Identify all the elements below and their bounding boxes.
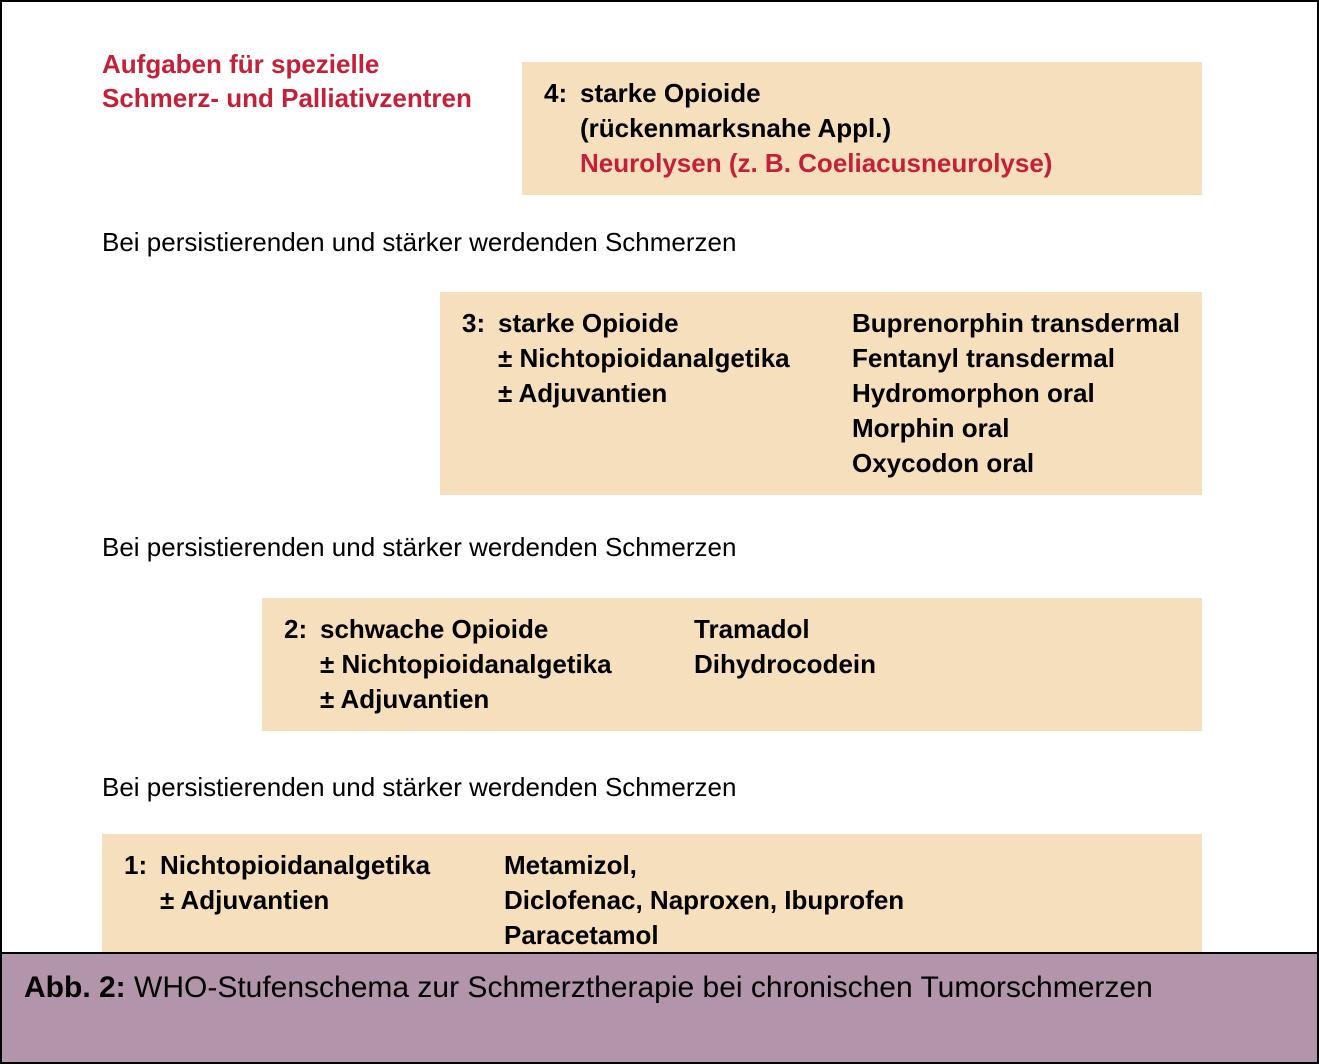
- step-1-title: Nichtopioidanalgetika: [160, 848, 430, 883]
- step-1-number: 1:: [124, 848, 160, 883]
- step-2-box: 2: schwache Opioide ± Nichtopioidanalget…: [262, 598, 1202, 731]
- caption-label: Abb. 2:: [24, 971, 126, 1004]
- interline-1-2: Bei persistierenden und stärker werdende…: [102, 772, 736, 803]
- special-tasks-line1: Aufgaben für spezielle: [102, 48, 472, 82]
- step-2-sub1: ± Nichtopioidanalgetika: [284, 647, 644, 682]
- step-1-examples: Metamizol, Diclofenac, Naproxen, Ibuprof…: [504, 848, 904, 953]
- step-4-sub1: (rückenmarksnahe Appl.): [544, 111, 1180, 146]
- step-3-box: 3: starke Opioide ± Nichtopioidanalgetik…: [440, 292, 1202, 495]
- step-3-example: Buprenorphin transdermal: [852, 306, 1180, 341]
- step-2-title: schwache Opioide: [320, 612, 548, 647]
- step-2-number: 2:: [284, 612, 320, 647]
- step-2-sub2: ± Adjuvantien: [284, 682, 644, 717]
- caption-text: WHO-Stufenschema zur Schmerztherapie bei…: [126, 971, 1153, 1004]
- step-1-example: Metamizol,: [504, 848, 904, 883]
- special-tasks-heading: Aufgaben für spezielle Schmerz- und Pall…: [102, 48, 472, 116]
- step-3-example: Fentanyl transdermal: [852, 341, 1180, 376]
- step-3-sub1: ± Nichtopioidanalgetika: [462, 341, 802, 376]
- step-1-example: Diclofenac, Naproxen, Ibuprofen: [504, 883, 904, 918]
- interline-2-3: Bei persistierenden und stärker werdende…: [102, 532, 736, 563]
- caption-bar: Abb. 2: WHO-Stufenschema zur Schmerzther…: [2, 952, 1317, 1062]
- figure-content: Aufgaben für spezielle Schmerz- und Pall…: [2, 2, 1317, 952]
- step-3-example: Morphin oral: [852, 411, 1180, 446]
- step-4-title: starke Opioide: [580, 76, 761, 111]
- step-3-title: starke Opioide: [498, 306, 679, 341]
- figure-frame: Aufgaben für spezielle Schmerz- und Pall…: [0, 0, 1319, 1064]
- step-2-example: Tramadol: [694, 612, 876, 647]
- step-4-sub2-red: Neurolysen (z. B. Coeliacusneurolyse): [544, 146, 1180, 181]
- special-tasks-line2: Schmerz- und Palliativzentren: [102, 82, 472, 116]
- step-3-number: 3:: [462, 306, 498, 341]
- interline-3-4: Bei persistierenden und stärker werdende…: [102, 227, 736, 258]
- step-1-sub1: ± Adjuvantien: [124, 883, 454, 918]
- step-3-sub2: ± Adjuvantien: [462, 376, 802, 411]
- step-3-examples: Buprenorphin transdermal Fentanyl transd…: [852, 306, 1180, 481]
- step-1-example: Paracetamol: [504, 918, 904, 953]
- step-4-number: 4:: [544, 76, 580, 111]
- step-3-example: Oxycodon oral: [852, 446, 1180, 481]
- step-2-example: Dihydrocodein: [694, 647, 876, 682]
- step-1-box: 1: Nichtopioidanalgetika ± Adjuvantien M…: [102, 834, 1202, 967]
- step-4-box: 4: starke Opioide (rückenmarksnahe Appl.…: [522, 62, 1202, 195]
- step-2-examples: Tramadol Dihydrocodein: [694, 612, 876, 717]
- step-3-example: Hydromorphon oral: [852, 376, 1180, 411]
